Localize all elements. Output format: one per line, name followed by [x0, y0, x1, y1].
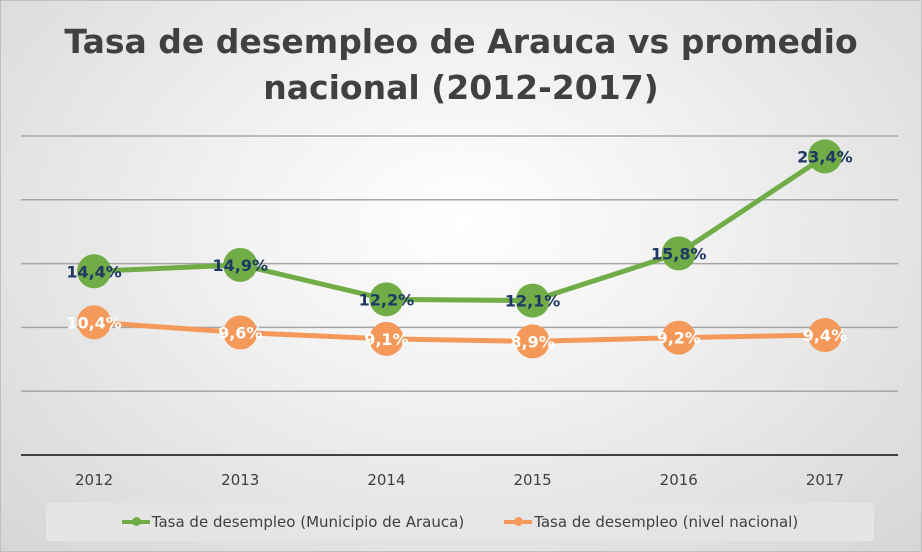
data-label: 12,1%	[505, 292, 561, 311]
data-point	[223, 315, 258, 350]
data-label: 9,4%	[803, 326, 847, 345]
legend-item-arauca: Tasa de desempleo (Municipio de Arauca)	[121, 513, 465, 531]
data-label: 15,8%	[651, 244, 707, 263]
data-label: 12,2%	[359, 290, 415, 309]
legend: Tasa de desempleo (Municipio de Arauca) …	[46, 503, 874, 541]
data-point	[77, 254, 112, 289]
data-label: 14,9%	[212, 256, 268, 275]
legend-item-nacional: Tasa de desempleo (nivel nacional)	[504, 513, 798, 531]
data-point	[223, 247, 258, 282]
data-label: 9,1%	[364, 330, 408, 349]
x-tick-label: 2013	[221, 471, 259, 489]
legend-marker-green	[121, 517, 150, 526]
legend-label: Tasa de desempleo (Municipio de Arauca)	[151, 513, 465, 531]
plot-area: 2012 2013 2014 2015 2016 2017 14,4% 14,9% 12,2% 1…	[21, 135, 898, 489]
x-tick-label: 2012	[75, 471, 113, 489]
x-tick-label: 2014	[367, 471, 405, 489]
data-label: 23,4%	[797, 147, 853, 166]
legend-marker-orange	[504, 517, 533, 526]
data-label: 10,4%	[66, 313, 122, 332]
data-label: 8,9%	[510, 332, 554, 351]
data-point	[369, 321, 404, 356]
x-tick-label: 2015	[513, 471, 551, 489]
data-label: 14,4%	[66, 262, 122, 281]
data-point	[661, 320, 696, 355]
x-tick-label: 2017	[806, 471, 844, 489]
data-point	[807, 139, 842, 174]
series-line-1	[93, 319, 825, 344]
legend-label: Tasa de desempleo (nivel nacional)	[534, 513, 799, 531]
data-point	[77, 305, 112, 340]
series-line-0	[93, 154, 827, 304]
x-tick-label: 2016	[660, 471, 698, 489]
chart-title: Tasa de desempleo de Arauca vs promedio …	[64, 22, 858, 107]
data-label: 9,6%	[218, 324, 262, 343]
data-point	[807, 318, 842, 353]
data-label: 9,2%	[657, 329, 701, 348]
data-point	[515, 283, 550, 318]
data-point	[661, 236, 696, 271]
data-point	[515, 324, 550, 359]
data-point	[369, 282, 404, 317]
